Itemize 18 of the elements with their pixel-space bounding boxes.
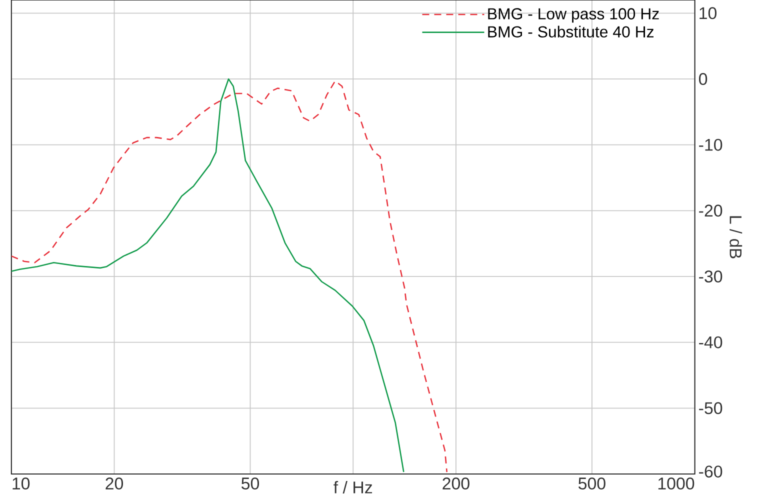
x-tick-label: 1000 (658, 478, 694, 490)
x-tick-label: 10 (12, 478, 30, 490)
y-tick-label: -30 (699, 270, 722, 282)
y-tick-label: -50 (699, 402, 722, 414)
x-tick-label: 20 (106, 478, 124, 490)
x-tick-label: 500 (578, 478, 606, 490)
x-axis-title: f / Hz (334, 481, 372, 494)
y-tick-label: 10 (700, 7, 717, 20)
x-tick-label: 200 (442, 478, 470, 490)
y-tick-label: -60 (699, 466, 722, 478)
y-tick-label: 0 (698, 72, 708, 85)
y-axis-title: L / dB (730, 216, 742, 258)
y-tick-label: -10 (699, 138, 722, 151)
legend-label: BMG - Low pass 100 Hz (488, 8, 659, 23)
legend-label: BMG - Substitute 40 Hz (488, 26, 654, 38)
y-tick-label: -20 (699, 204, 722, 217)
y-tick-label: -40 (699, 336, 722, 348)
x-tick-label: 50 (242, 478, 260, 490)
